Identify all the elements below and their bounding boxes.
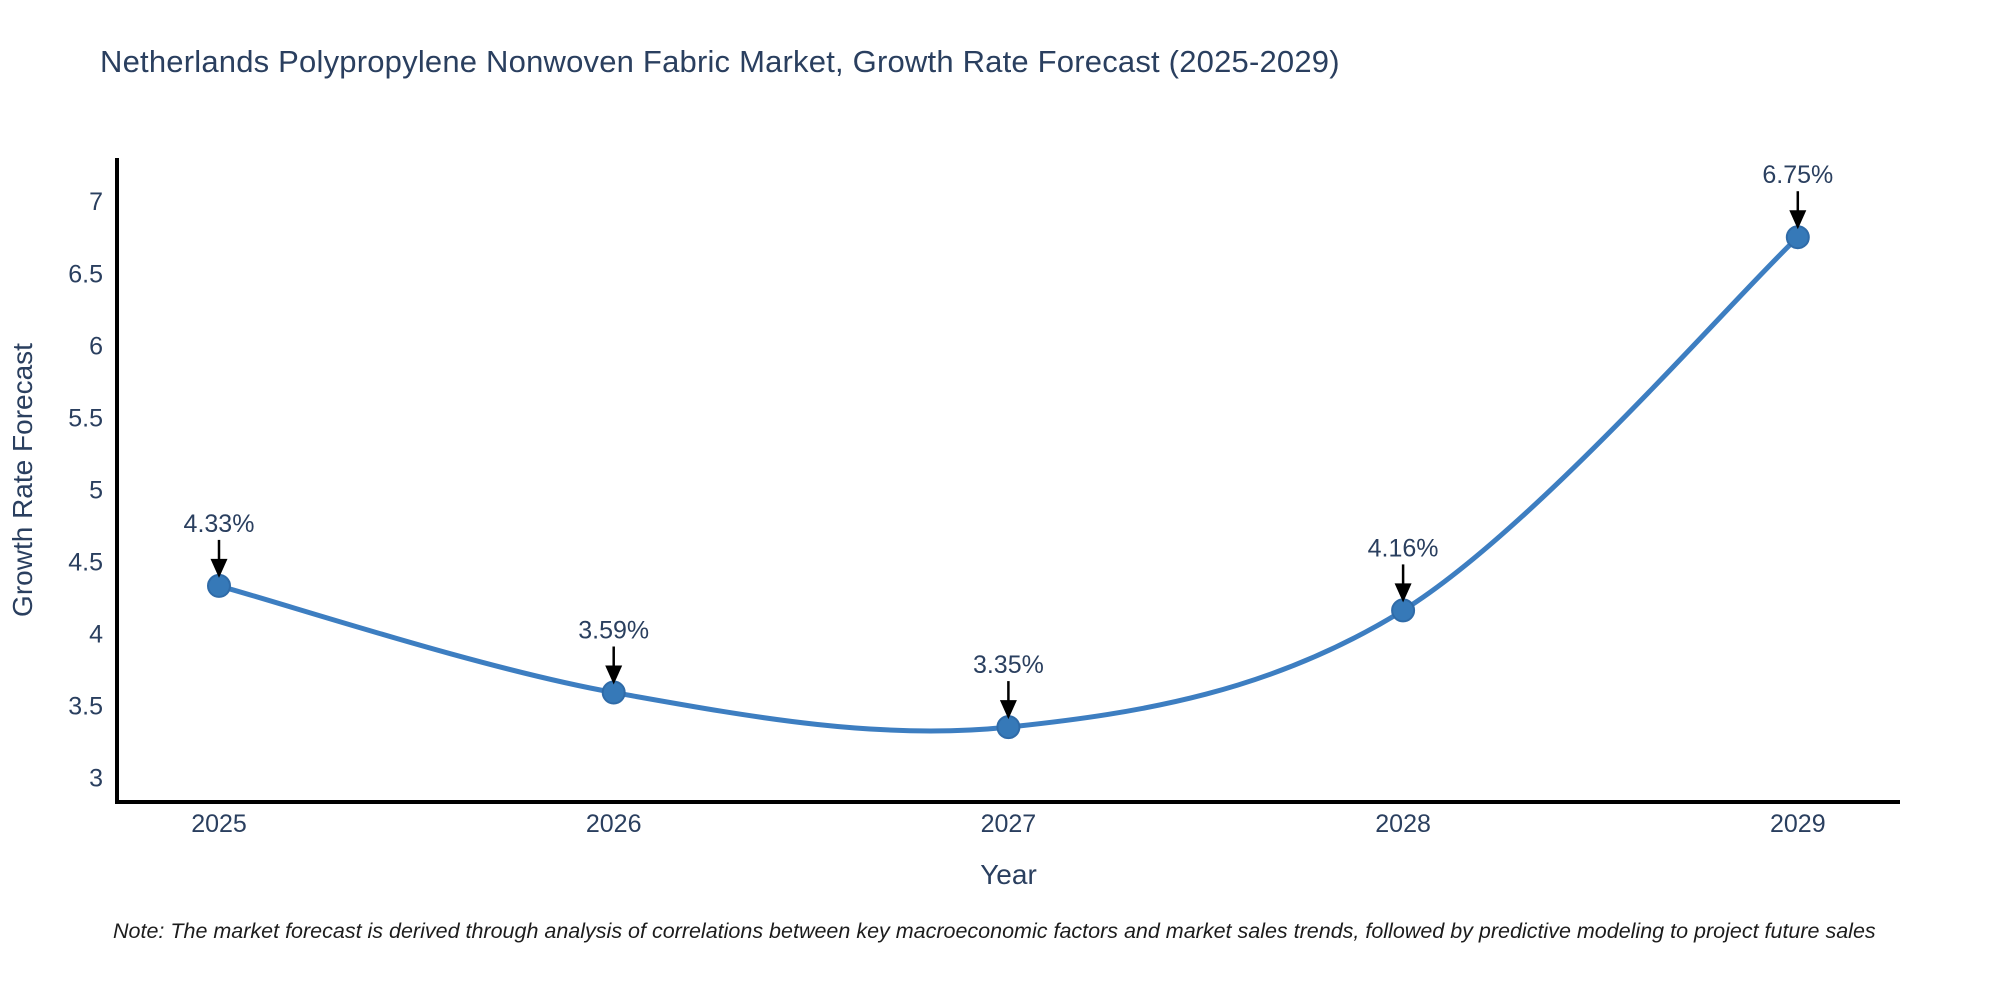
x-axis-title: Year — [980, 859, 1037, 890]
data-point-label: 3.59% — [578, 617, 649, 645]
annotation-arrow-head — [1394, 583, 1412, 603]
data-point-marker — [996, 715, 1021, 740]
annotation-arrow-head — [605, 665, 623, 685]
y-axis-title: Growth Rate Forecast — [7, 343, 38, 617]
data-point-label: 4.16% — [1368, 534, 1439, 562]
data-point-label: 3.35% — [973, 651, 1044, 679]
data-point-marker — [207, 573, 231, 598]
x-tick-label: 2026 — [586, 810, 642, 838]
chart-title: Netherlands Polypropylene Nonwoven Fabri… — [100, 44, 1340, 79]
y-tick-label: 4.5 — [68, 548, 103, 576]
x-tick-label: 2025 — [191, 810, 247, 838]
x-tick-label: 2028 — [1375, 810, 1431, 838]
x-tick-label: 2027 — [981, 810, 1037, 838]
y-tick-label: 3 — [89, 765, 103, 793]
data-point-marker — [601, 680, 626, 705]
y-tick-label: 6.5 — [68, 260, 103, 288]
annotation-arrow-head — [999, 700, 1017, 720]
data-point-marker — [1391, 598, 1416, 623]
data-point-label: 4.33% — [184, 510, 255, 538]
annotation-arrow-head — [1789, 210, 1807, 230]
data-point-marker — [1785, 225, 1810, 250]
annotation-arrow-head — [210, 558, 228, 578]
chart-note: Note: The market forecast is derived thr… — [113, 919, 1876, 943]
y-tick-label: 5.5 — [68, 404, 103, 432]
data-point-label: 6.75% — [1762, 161, 1833, 189]
y-tick-label: 3.5 — [68, 693, 103, 721]
y-tick-label: 4 — [89, 620, 103, 648]
x-tick-label: 2029 — [1770, 810, 1826, 838]
y-tick-label: 7 — [89, 188, 103, 216]
y-tick-label: 5 — [89, 476, 103, 504]
y-tick-label: 6 — [89, 332, 103, 360]
trend-line — [216, 234, 1801, 734]
